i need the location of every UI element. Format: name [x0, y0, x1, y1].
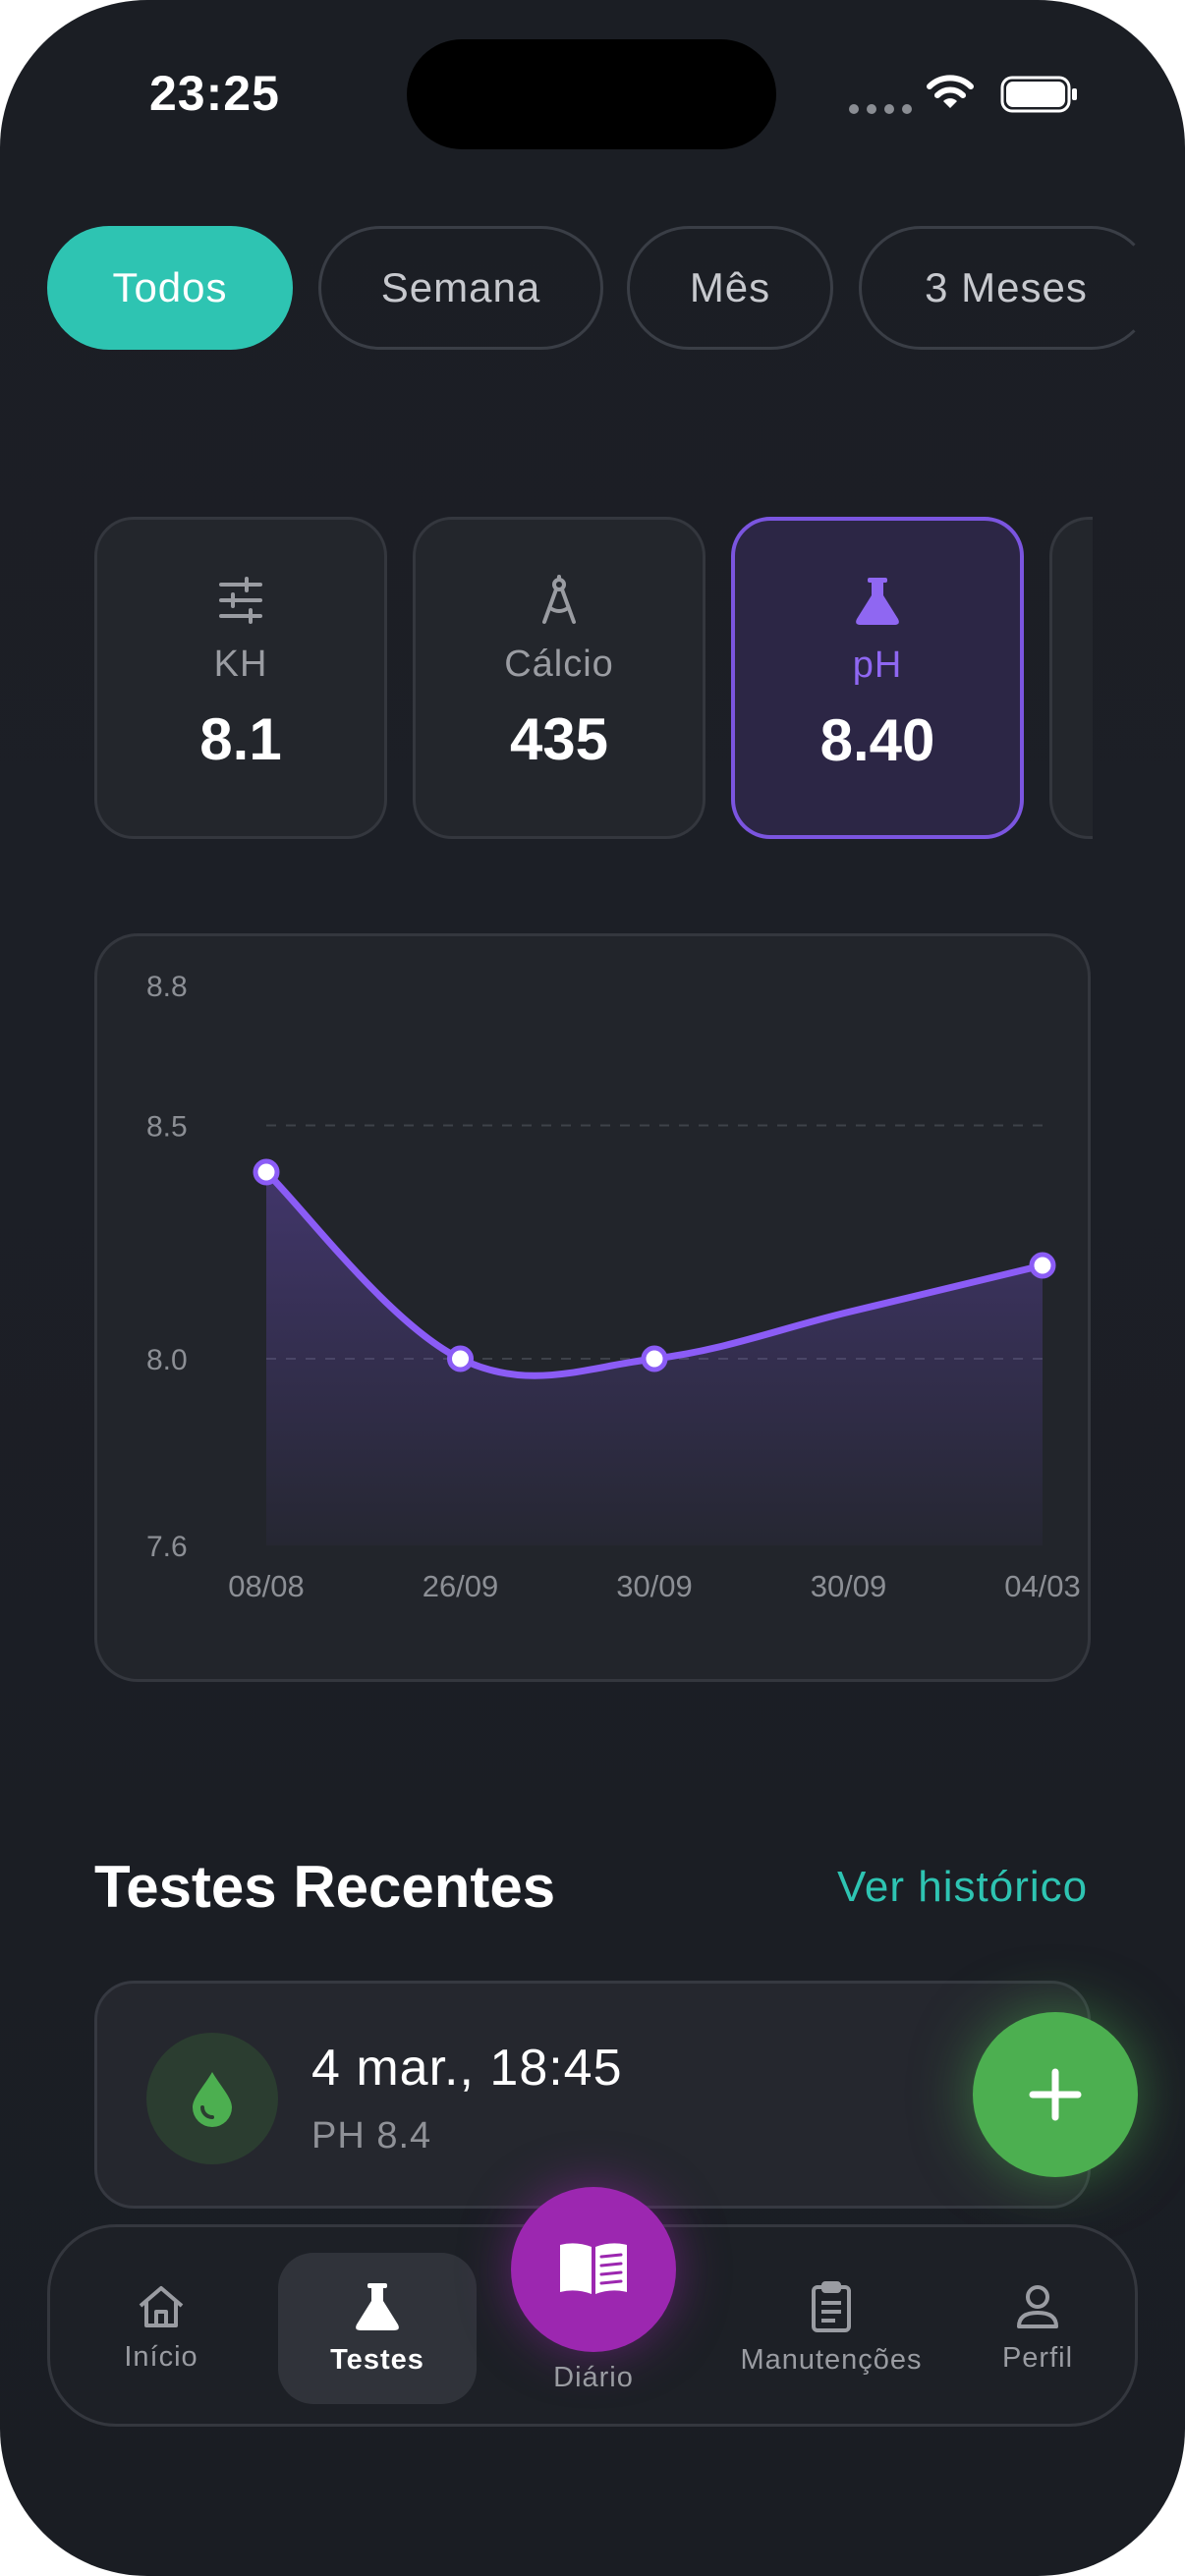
flask-icon — [853, 572, 902, 631]
x-tick-label: 26/09 — [423, 1569, 499, 1603]
flask-icon — [356, 2282, 399, 2330]
param-card-calcio[interactable]: Cálcio 435 — [413, 517, 705, 839]
filter-todos[interactable]: Todos — [47, 226, 293, 350]
filter-mes[interactable]: Mês — [627, 226, 833, 350]
x-tick-label: 30/09 — [616, 1569, 693, 1603]
test-detail: PH 8.4 — [311, 2115, 432, 2156]
drop-icon — [146, 2033, 278, 2164]
nav-perfil[interactable]: Perfil — [954, 2227, 1121, 2430]
y-tick-label: 8.0 — [146, 1344, 188, 1376]
param-value: 8.1 — [199, 706, 282, 772]
recent-test-item[interactable]: 4 mar., 18:45 PH 8.4 — [94, 1981, 1091, 2209]
x-tick-label: 04/03 — [1004, 1569, 1081, 1603]
nav-testes[interactable]: Testes — [278, 2253, 477, 2404]
y-tick-label: 7.6 — [146, 1531, 188, 1563]
data-point — [1029, 1252, 1056, 1279]
param-value: 435 — [509, 706, 609, 772]
battery-icon — [1000, 76, 1077, 113]
filter-semana[interactable]: Semana — [318, 226, 603, 350]
param-label: Cálcio — [504, 644, 614, 685]
plus-icon — [1029, 2068, 1082, 2121]
nav-label: Perfil — [1001, 2341, 1074, 2374]
param-card-kh[interactable]: KH 8.1 — [94, 517, 387, 839]
data-point — [447, 1345, 474, 1372]
history-link[interactable]: Ver histórico — [837, 1863, 1089, 1911]
section-title: Testes Recentes — [94, 1854, 556, 1920]
user-icon — [1017, 2284, 1058, 2328]
clipboard-icon — [812, 2280, 851, 2332]
param-value: 8.40 — [819, 707, 935, 773]
add-test-button[interactable] — [973, 2012, 1138, 2177]
nav-label: Início — [124, 2340, 198, 2373]
y-tick-label: 8.5 — [146, 1111, 188, 1144]
data-point — [641, 1345, 668, 1372]
x-tick-label: 30/09 — [811, 1569, 887, 1603]
home-icon — [139, 2285, 184, 2327]
chart-plot: 8.8 8.5 8.0 7.6 08/08 26/09 30/09 30/09 04/03 — [146, 971, 1081, 1603]
nav-manutencoes[interactable]: Manutenções — [728, 2227, 934, 2430]
x-tick-label: 08/08 — [228, 1569, 305, 1603]
status-time: 23:25 — [149, 66, 280, 121]
sliders-icon — [217, 571, 264, 630]
nav-label: Testes — [330, 2343, 424, 2376]
dynamic-island — [407, 39, 776, 149]
compass-icon — [539, 571, 579, 630]
book-icon — [560, 2243, 627, 2294]
nav-label: Manutenções — [740, 2343, 923, 2376]
nav-diario-label: Diário — [553, 2362, 634, 2393]
data-point — [253, 1158, 280, 1186]
test-date: 4 mar., 18:45 — [311, 2040, 623, 2097]
ph-chart: 8.8 8.5 8.0 7.6 08/08 26/09 30/09 30/09 04/03 — [94, 933, 1091, 1682]
nav-inicio[interactable]: Início — [74, 2227, 249, 2430]
param-card-more[interactable] — [1049, 517, 1093, 839]
param-label: KH — [213, 644, 268, 685]
cellular-icon — [849, 104, 912, 114]
param-card-ph[interactable]: pH 8.40 — [731, 517, 1024, 839]
filter-3-meses[interactable]: 3 Meses — [859, 226, 1154, 350]
y-tick-label: 8.8 — [146, 971, 188, 1003]
wifi-icon — [927, 75, 974, 108]
nav-diario[interactable] — [511, 2187, 676, 2352]
param-label: pH — [852, 644, 903, 686]
